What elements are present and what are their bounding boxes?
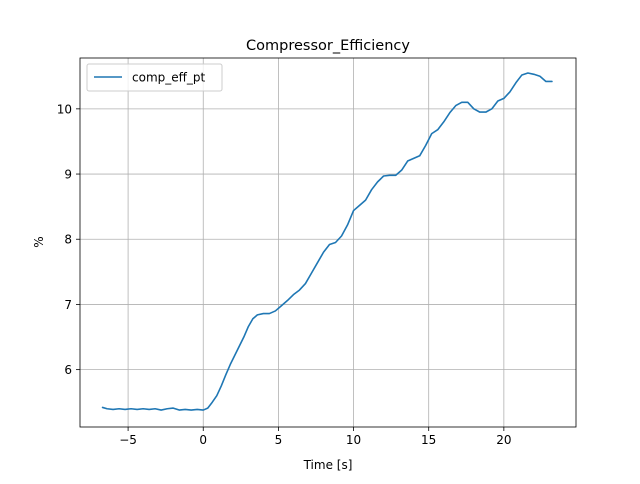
y-tick-label: 6: [64, 363, 72, 377]
legend-label: comp_eff_pt: [132, 71, 206, 85]
y-tick-label: 7: [64, 298, 72, 312]
plot-frame: [79, 57, 577, 428]
x-tick-label: 5: [275, 433, 283, 447]
series-line-comp_eff_pt: [101, 72, 553, 411]
x-axis-label: Time [s]: [303, 458, 353, 472]
series-layer: [101, 72, 553, 411]
legend-box: [86, 63, 223, 92]
grid: [80, 58, 576, 427]
x-axis-ticks: −5 0 5 10 15 20: [119, 427, 511, 447]
x-tick-label: 15: [421, 433, 436, 447]
legend: comp_eff_pt: [86, 63, 223, 92]
chart-title: Compressor_Efficiency: [246, 38, 410, 54]
y-tick-label: 9: [64, 168, 72, 182]
y-axis-label: %: [32, 236, 46, 247]
y-tick-label: 10: [57, 102, 72, 116]
x-tick-label: 0: [199, 433, 207, 447]
x-tick-label: 20: [496, 433, 511, 447]
y-axis-ticks: 6 7 8 9 10: [57, 102, 80, 377]
x-tick-label: −5: [119, 433, 137, 447]
x-tick-label: 10: [346, 433, 361, 447]
y-tick-label: 8: [64, 233, 72, 247]
